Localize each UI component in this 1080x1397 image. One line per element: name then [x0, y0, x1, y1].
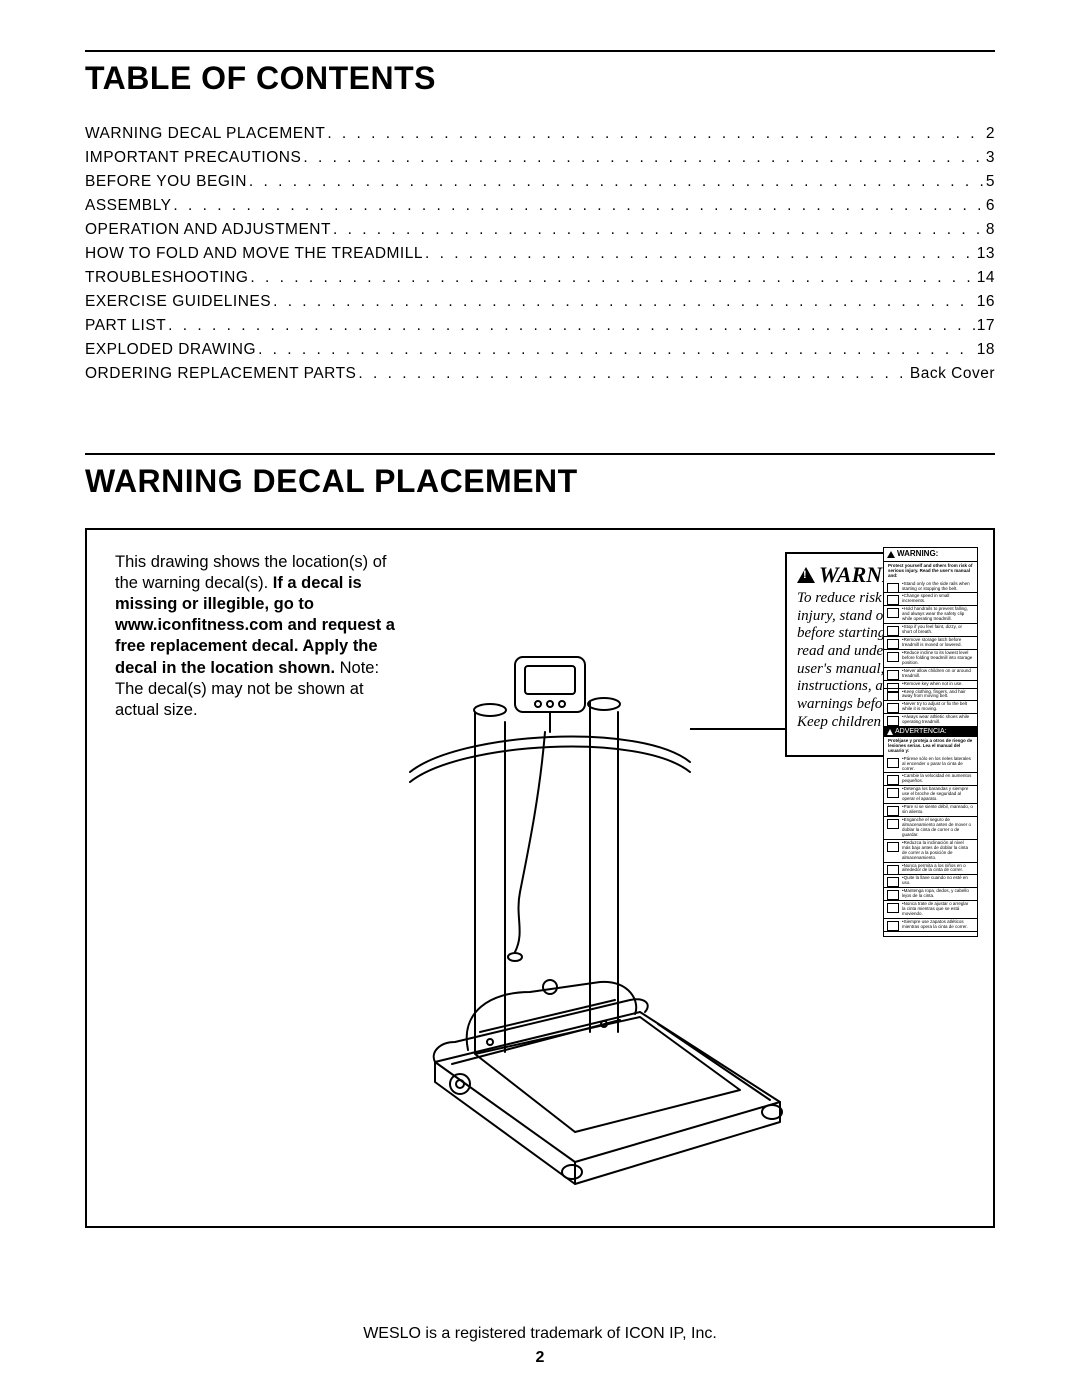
side-label-item: •Stop if you feel faint, dizzy, or short…	[884, 624, 977, 637]
toc-label: OPERATION AND ADJUSTMENT	[85, 221, 331, 239]
toc-dots	[173, 197, 983, 215]
figure-drawing: WARNING: To reduce risk of serious injur…	[410, 552, 973, 1216]
toc-page: 2	[986, 125, 995, 143]
toc-page: 6	[986, 197, 995, 215]
toc-page: 17	[977, 317, 995, 335]
side-label-item: •Párese sólo en los rieles laterales al …	[884, 756, 977, 774]
side-label-item: •Cambie la velocidad en aumentos pequeño…	[884, 773, 977, 786]
side-label-advertencia-head: ADVERTENCIA:	[884, 727, 977, 737]
side-label-item: •Pare si se siente débil, mareado, o sin…	[884, 804, 977, 817]
side-label-item: •Keep clothing, fingers, and hair away f…	[884, 689, 977, 702]
toc-dots	[333, 221, 984, 239]
page-number: 2	[0, 1349, 1080, 1367]
toc-dots	[258, 341, 975, 359]
toc-page: 16	[977, 293, 995, 311]
section-rule	[85, 453, 995, 455]
toc-label: ORDERING REPLACEMENT PARTS	[85, 365, 356, 383]
toc-page: 18	[977, 341, 995, 359]
toc-dots	[358, 365, 907, 383]
toc-row: HOW TO FOLD AND MOVE THE TREADMILL 13	[85, 245, 995, 263]
toc-label: EXPLODED DRAWING	[85, 341, 256, 359]
side-label-intro-es: Protéjase y proteja a otros de riesgo de…	[884, 737, 977, 756]
toc-page: 3	[986, 149, 995, 167]
toc-label: PART LIST	[85, 317, 166, 335]
side-label-item: •Reduce incline to its lowest level befo…	[884, 650, 977, 668]
side-safety-label: WARNING: Protect yourself and others fro…	[883, 547, 978, 937]
toc-row: IMPORTANT PRECAUTIONS 3	[85, 149, 995, 167]
side-label-warning-head: WARNING:	[884, 548, 977, 562]
side-label-item: •Nunca trate de ajustar o arreglar la ci…	[884, 901, 977, 919]
toc-label: HOW TO FOLD AND MOVE THE TREADMILL	[85, 245, 423, 263]
side-label-warning-text: WARNING:	[897, 550, 938, 559]
toc-label: WARNING DECAL PLACEMENT	[85, 125, 325, 143]
toc-page: 13	[977, 245, 995, 263]
toc-label: EXERCISE GUIDELINES	[85, 293, 271, 311]
side-label-item: •Remove storage latch before treadmill i…	[884, 637, 977, 650]
toc-dots	[327, 125, 984, 143]
page-footer: WESLO is a registered trademark of ICON …	[0, 1325, 1080, 1367]
top-rule	[85, 50, 995, 52]
toc-page: 14	[977, 269, 995, 287]
toc-row: EXPLODED DRAWING 18	[85, 341, 995, 359]
toc-row: EXERCISE GUIDELINES 16	[85, 293, 995, 311]
toc-row: WARNING DECAL PLACEMENT 2	[85, 125, 995, 143]
toc-page: 5	[986, 173, 995, 191]
toc-row: ORDERING REPLACEMENT PARTS Back Cover	[85, 365, 995, 383]
side-label-item: •Hold handrails to prevent falling, and …	[884, 606, 977, 624]
warning-triangle-icon	[887, 551, 895, 558]
warning-triangle-icon	[887, 729, 893, 735]
toc-dots	[249, 173, 984, 191]
toc-row: OPERATION AND ADJUSTMENT 8	[85, 221, 995, 239]
toc-dots	[168, 317, 975, 335]
side-label-item: •Never allow children on or around tread…	[884, 668, 977, 681]
toc-dots	[425, 245, 975, 263]
toc-page: 8	[986, 221, 995, 239]
side-label-item: •Siempre use zapatos atléticos mientras …	[884, 919, 977, 932]
toc-dots	[250, 269, 974, 287]
warning-title: WARNING DECAL PLACEMENT	[85, 463, 995, 500]
toc-row: TROUBLESHOOTING 14	[85, 269, 995, 287]
side-label-item: •Nunca permita a los niños en o alrededo…	[884, 863, 977, 876]
leader-line	[690, 728, 785, 730]
side-label-item: •Remove key when not in use.	[884, 681, 977, 689]
figure-box: This drawing shows the location(s) of th…	[85, 528, 995, 1228]
warning-triangle-icon	[797, 567, 815, 583]
side-label-item: •Detenga los barandas y siempre use el b…	[884, 786, 977, 804]
side-label-item: •Stand only on the side rails when start…	[884, 581, 977, 594]
toc-dots	[273, 293, 975, 311]
toc-label: BEFORE YOU BEGIN	[85, 173, 247, 191]
toc-page: Back Cover	[910, 365, 995, 383]
toc-list: WARNING DECAL PLACEMENT 2 IMPORTANT PRECAU…	[85, 125, 995, 383]
toc-label: ASSEMBLY	[85, 197, 171, 215]
side-label-item: •Mantenga ropa, dedos, y cabello lejos d…	[884, 888, 977, 901]
treadmill-illustration	[340, 632, 800, 1192]
toc-label: IMPORTANT PRECAUTIONS	[85, 149, 301, 167]
toc-row: BEFORE YOU BEGIN 5	[85, 173, 995, 191]
toc-row: ASSEMBLY 6	[85, 197, 995, 215]
side-label-item: •Enganche el seguro de almacenamiento an…	[884, 817, 977, 840]
toc-row: PART LIST 17	[85, 317, 995, 335]
side-label-item: •Change speed in small increments.	[884, 593, 977, 606]
toc-label: TROUBLESHOOTING	[85, 269, 248, 287]
toc-title: TABLE OF CONTENTS	[85, 60, 995, 97]
trademark-notice: WESLO is a registered trademark of ICON …	[0, 1325, 1080, 1343]
toc-dots	[303, 149, 984, 167]
side-label-intro-en: Protect yourself and others from risk of…	[884, 562, 977, 581]
side-label-item: •Never try to adjust or fix the belt whi…	[884, 701, 977, 714]
side-label-item: •Quite la llave cuando no esté en uso.	[884, 875, 977, 888]
side-label-item: •Reduzca la inclinación al nivel más baj…	[884, 840, 977, 863]
side-label-advertencia-text: ADVERTENCIA:	[895, 728, 947, 736]
side-label-item: •Always wear athletic shoes while operat…	[884, 714, 977, 727]
